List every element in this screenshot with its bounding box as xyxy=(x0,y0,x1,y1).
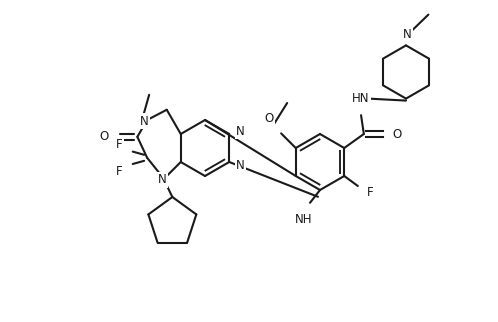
Text: F: F xyxy=(367,185,374,198)
Text: N: N xyxy=(139,115,148,128)
Text: F: F xyxy=(116,138,123,151)
Text: O: O xyxy=(99,130,108,143)
Text: N: N xyxy=(158,173,167,186)
Text: F: F xyxy=(116,165,123,177)
Text: N: N xyxy=(402,28,411,42)
Text: NH: NH xyxy=(295,213,313,226)
Text: O: O xyxy=(264,112,273,125)
Text: N: N xyxy=(236,158,245,172)
Text: N: N xyxy=(236,125,245,137)
Text: O: O xyxy=(392,128,402,140)
Text: HN: HN xyxy=(352,92,370,105)
